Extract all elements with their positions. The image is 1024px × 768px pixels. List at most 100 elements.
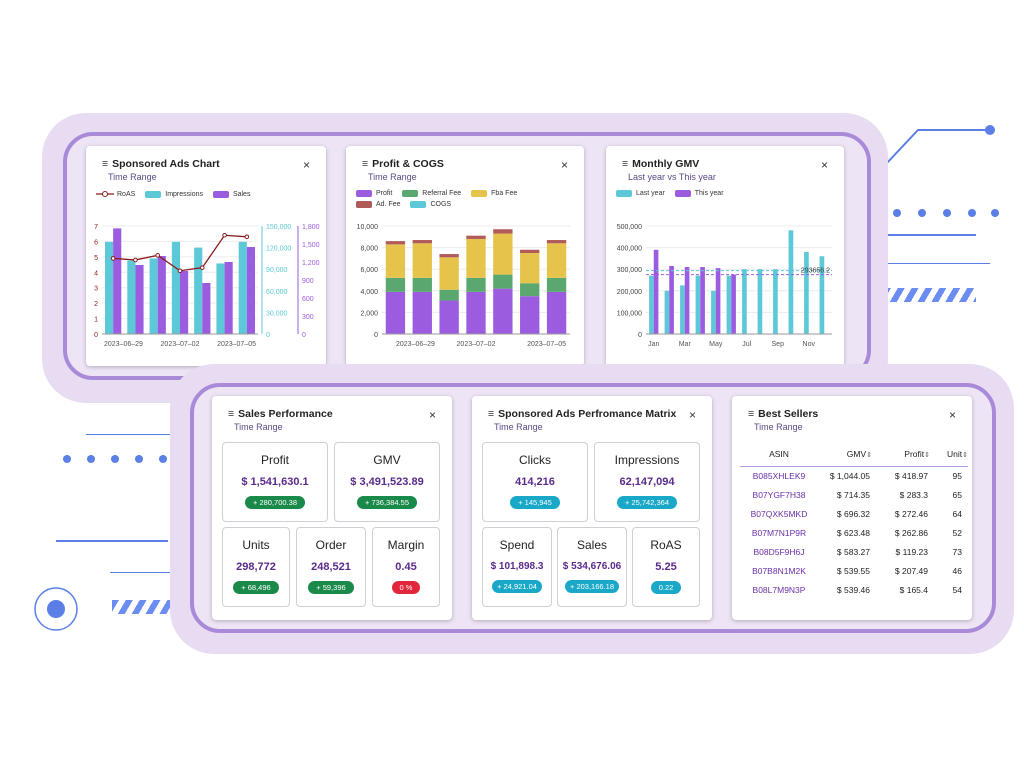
metric-roas[interactable]: RoAS 5.25 0.22 — [632, 527, 700, 607]
profit-cogs-plot: 10,000 8,000 6,000 4,000 2,000 0 2023–06–29 202… — [357, 224, 570, 348]
legend-fba-fee[interactable]: Fba Fee — [471, 190, 517, 197]
close-icon[interactable]: × — [428, 408, 436, 422]
roas-point — [244, 234, 250, 240]
legend-label: This year — [694, 190, 724, 197]
y-tick-sales: 900 — [302, 278, 314, 285]
sort-icon[interactable]: ⇕ — [866, 451, 872, 459]
menu-icon[interactable]: ≡ — [228, 408, 235, 420]
close-icon[interactable]: × — [560, 158, 568, 172]
table-row[interactable]: B08D5F9H6J $ 583.27 $ 119.23 73 — [740, 542, 968, 561]
column-header-asin[interactable]: ASIN — [740, 442, 818, 467]
legend-referral-fee[interactable]: Referral Fee — [402, 190, 461, 197]
asin-link[interactable]: B07B8N1M2K — [752, 565, 806, 576]
decor-line — [86, 434, 176, 435]
metric-profit[interactable]: Profit $ 1,541,630.1 + 280,700.38 — [222, 442, 328, 522]
decor-line — [110, 572, 180, 573]
ad-fee-bar — [439, 254, 459, 258]
close-icon[interactable]: × — [302, 158, 310, 172]
legend-ad-fee[interactable]: Ad. Fee — [356, 201, 401, 208]
decor-line — [886, 263, 990, 264]
metric-margin[interactable]: Margin 0.45 0 % — [372, 527, 440, 607]
sort-icon[interactable]: ⇕ — [962, 451, 968, 459]
this-year-bar — [669, 265, 674, 334]
sort-icon[interactable]: ⇕ — [924, 451, 930, 459]
legend-this-year[interactable]: This year — [674, 190, 724, 197]
fba-fee-bar — [520, 253, 540, 284]
ads-matrix-card: ≡ Sponsored Ads Perfromance Matrix Time R… — [472, 396, 712, 620]
profit-cell: $ 262.86 — [894, 527, 928, 538]
metric-clicks[interactable]: Clicks 414,216 + 145,945 — [482, 442, 588, 522]
table-row[interactable]: B07YGF7H38 $ 714.35 $ 283.3 65 — [740, 485, 968, 504]
y-tick-label: 4,000 — [360, 289, 378, 296]
table-row[interactable]: B07QXK5MKD $ 696.32 $ 272.46 64 — [740, 504, 968, 523]
y-tick-impressions: 90,000 — [266, 267, 288, 274]
table-row[interactable]: B07M7N1P9R $ 623.48 $ 262.86 52 — [740, 523, 968, 542]
legend-last-year[interactable]: Last year — [616, 190, 665, 197]
legend-sales[interactable]: Sales — [212, 191, 250, 198]
column-header-unit[interactable]: Unit⇕ — [934, 442, 968, 467]
referral-fee-bar — [493, 274, 513, 289]
last-year-bar — [804, 251, 809, 334]
metric-sales[interactable]: Sales $ 534,676.06 + 203,166.18 — [557, 527, 627, 607]
card-title: ≡ Sales Performance — [228, 408, 333, 420]
asin-link[interactable]: B08D5F9H6J — [753, 546, 805, 557]
legend-label: RoAS — [117, 190, 136, 198]
profit-bar — [520, 296, 540, 334]
metric-value: 0.45 — [395, 561, 417, 573]
legend-impressions[interactable]: Impressions — [145, 191, 203, 198]
ad-fee-bar — [546, 240, 567, 244]
table-row[interactable]: B08L7M9N3P $ 539.46 $ 165.4 54 — [740, 580, 968, 599]
metric-order[interactable]: Order 248,521 + 59,396 — [296, 527, 366, 607]
sales-bar — [202, 283, 211, 334]
asin-link[interactable]: B085XHLEK9 — [752, 470, 806, 481]
table-row[interactable]: B085XHLEK9 $ 1,044.05 $ 418.97 95 — [740, 466, 968, 485]
metric-value: $ 3,491,523.89 — [350, 476, 424, 488]
menu-icon[interactable]: ≡ — [488, 408, 495, 420]
y-tick-sales: 1,500 — [302, 242, 320, 249]
column-header-gmv[interactable]: GMV⇕ — [818, 442, 876, 467]
table-row[interactable]: B07B8N1M2K $ 539.55 $ 207.49 46 — [740, 561, 968, 580]
metric-value: 5.25 — [655, 561, 677, 573]
legend-cogs[interactable]: COGS — [410, 201, 451, 208]
asin-link[interactable]: B08L7M9N3P — [752, 584, 806, 595]
metric-label: Profit — [260, 453, 289, 467]
table-header-row: ASIN GMV⇕ Profit⇕ Unit⇕ — [740, 442, 968, 467]
y-tick-sales: 600 — [302, 296, 314, 303]
average-label: 293656.2 — [801, 268, 830, 275]
ad-fee-bar — [466, 235, 486, 239]
x-tick-label: 2023–07–05 — [217, 341, 256, 348]
asin-link[interactable]: B07QXK5MKD — [750, 508, 808, 519]
ad-fee-bar — [412, 240, 432, 244]
asin-link[interactable]: B07YGF7H38 — [752, 489, 806, 500]
close-icon[interactable]: × — [948, 408, 956, 422]
metric-units[interactable]: Units 298,772 + 68,496 — [222, 527, 290, 607]
metric-spend[interactable]: Spend $ 101,898.3 + 24,921.04 — [482, 527, 552, 607]
menu-icon[interactable]: ≡ — [622, 158, 629, 170]
time-range-label: Time Range — [108, 172, 157, 182]
y-tick-sales: 1,200 — [302, 260, 320, 267]
metric-value: 248,521 — [311, 561, 351, 573]
unit-cell: 46 — [952, 565, 962, 576]
asin-link[interactable]: B07M7N1P9R — [751, 527, 807, 538]
chart-legend: Last year This year — [616, 190, 732, 201]
y-tick-impressions: 30,000 — [266, 310, 288, 317]
menu-icon[interactable]: ≡ — [748, 408, 755, 420]
close-icon[interactable]: × — [688, 408, 696, 422]
metric-gmv[interactable]: GMV $ 3,491,523.89 + 736,384.55 — [334, 442, 440, 522]
legend-profit[interactable]: Profit — [356, 190, 392, 197]
legend-swatch — [212, 191, 229, 198]
menu-icon[interactable]: ≡ — [102, 158, 109, 170]
close-icon[interactable]: × — [820, 158, 828, 172]
legend-roas[interactable]: RoAS — [96, 190, 135, 198]
column-header-profit[interactable]: Profit⇕ — [876, 442, 934, 467]
sales-bar — [113, 228, 122, 334]
menu-icon[interactable]: ≡ — [362, 158, 369, 170]
sales-bar — [180, 271, 189, 334]
fba-fee-bar — [385, 244, 406, 278]
profit-bar — [385, 291, 406, 334]
x-tick-label: Jul — [742, 341, 751, 348]
last-year-bar — [680, 285, 685, 334]
metric-change-badge: + 145,945 — [510, 496, 560, 509]
sales-performance-title: Sales Performance — [238, 408, 333, 420]
metric-impressions[interactable]: Impressions 62,147,094 + 25,742,364 — [594, 442, 700, 522]
